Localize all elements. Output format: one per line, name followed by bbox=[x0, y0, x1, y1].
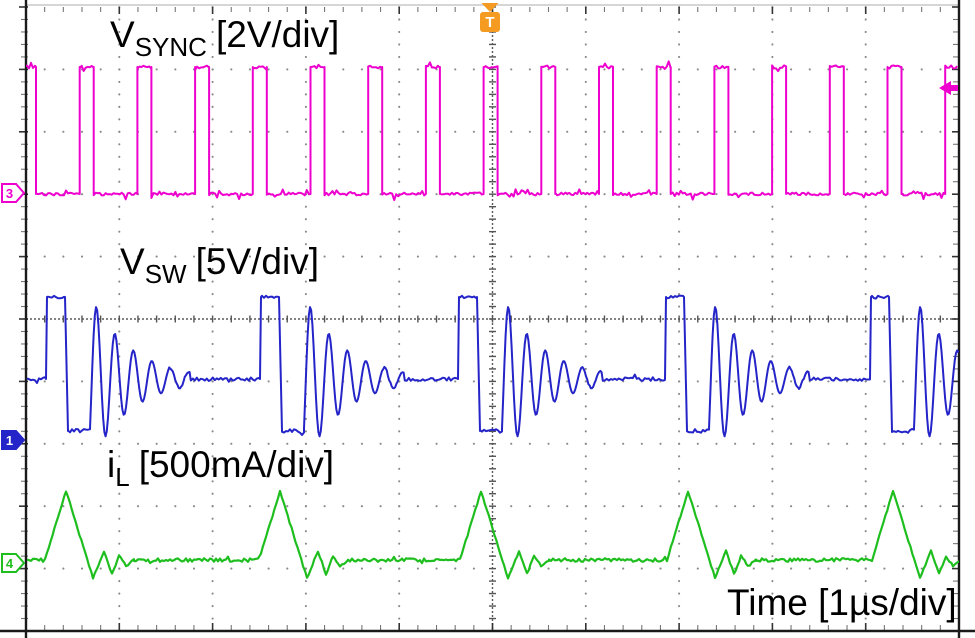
label-time: Time [1µs/div] bbox=[727, 584, 957, 621]
label-vsync-subscript: SYNC bbox=[134, 32, 207, 62]
label-vsw: VSW [5V/div] bbox=[120, 241, 319, 287]
channel-1-marker-shape bbox=[1, 430, 26, 450]
trigger-t-badge bbox=[480, 12, 500, 32]
waveform-vsw bbox=[26, 294, 959, 438]
channel-4-marker-shape bbox=[1, 553, 26, 573]
waveform-il bbox=[26, 489, 959, 580]
trigger-position-icon bbox=[481, 3, 499, 12]
channel-4-marker-label: 4 bbox=[6, 556, 14, 571]
trigger-t-label: T bbox=[485, 14, 494, 31]
label-vsync-symbol: V bbox=[110, 14, 135, 55]
label-il: iL [500mA/div] bbox=[107, 444, 335, 490]
label-il-subscript: L bbox=[115, 462, 130, 492]
trigger-level-arrow-icon bbox=[939, 81, 958, 95]
label-vsync: VSYNC [2V/div] bbox=[110, 14, 340, 60]
label-vsw-subscript: SW bbox=[144, 259, 187, 289]
waveform-vsync bbox=[26, 60, 958, 202]
label-vsync-scale: [2V/div] bbox=[215, 14, 340, 55]
label-vsw-scale: [5V/div] bbox=[195, 241, 319, 282]
waveforms bbox=[26, 60, 959, 580]
channel-3-marker-shape bbox=[1, 183, 26, 203]
label-il-symbol: i bbox=[107, 444, 116, 485]
label-il-scale: [500mA/div] bbox=[138, 444, 335, 485]
channel-1-marker-label: 1 bbox=[6, 433, 13, 448]
channel-markers: 3 1 4 T bbox=[1, 3, 958, 573]
channel-3-marker-label: 3 bbox=[6, 186, 13, 201]
label-time-text: Time [1µs/div] bbox=[727, 582, 957, 623]
label-vsw-symbol: V bbox=[120, 241, 145, 282]
